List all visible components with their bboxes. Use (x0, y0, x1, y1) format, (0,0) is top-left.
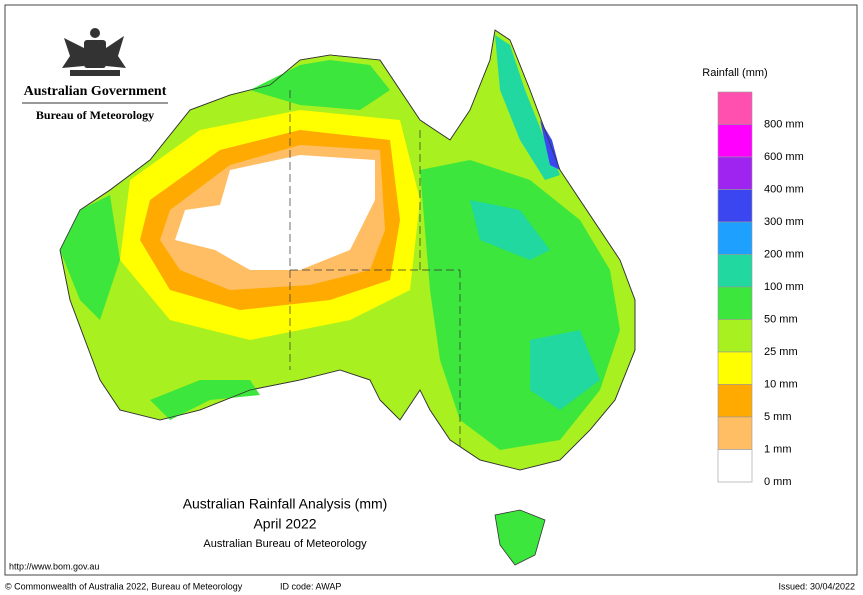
legend-swatch (717, 254, 753, 288)
legend: 800 mm 600 mm 400 mm 300 mm 200 mm 100 mm 50 m… (717, 91, 804, 488)
map-period: April 2022 (253, 516, 316, 532)
agency: Australian Government (24, 84, 167, 99)
legend-label: 400 mm (764, 183, 804, 195)
legend-swatch (717, 156, 753, 190)
australia-map (59, 29, 636, 566)
legend-swatch (717, 416, 753, 450)
legend-label: 100 mm (764, 281, 804, 293)
legend-swatch (717, 286, 753, 320)
coat-of-arms (62, 28, 126, 76)
legend-title: Rainfall (mm) (702, 67, 767, 79)
legend-swatch (717, 221, 753, 255)
legend-swatch (717, 319, 753, 353)
legend-label: 50 mm (764, 313, 798, 325)
legend-swatch (717, 189, 753, 223)
legend-label: 10 mm (764, 378, 798, 390)
legend-label: 1 mm (764, 443, 792, 455)
id-code: ID code: AWAP (280, 581, 341, 591)
url: http://www.bom.gov.au (9, 561, 99, 571)
issued: Issued: 30/04/2022 (778, 581, 855, 591)
legend-swatch (717, 124, 753, 158)
legend-label: 25 mm (764, 346, 798, 358)
legend-swatch (717, 351, 753, 385)
map-title: Australian Rainfall Analysis (mm) (183, 496, 388, 512)
legend-label: 0 mm (764, 476, 792, 488)
copyright: © Commonwealth of Australia 2022, Bureau… (5, 581, 243, 591)
legend-label: 5 mm (764, 411, 792, 423)
legend-swatch (717, 449, 753, 483)
legend-swatch (717, 91, 753, 125)
map-source: Australian Bureau of Meteorology (203, 538, 367, 550)
legend-label: 200 mm (764, 248, 804, 260)
legend-label: 300 mm (764, 216, 804, 228)
legend-swatch (717, 384, 753, 418)
bureau: Bureau of Meteorology (36, 108, 154, 122)
legend-label: 800 mm (764, 118, 804, 130)
legend-label: 600 mm (764, 151, 804, 163)
